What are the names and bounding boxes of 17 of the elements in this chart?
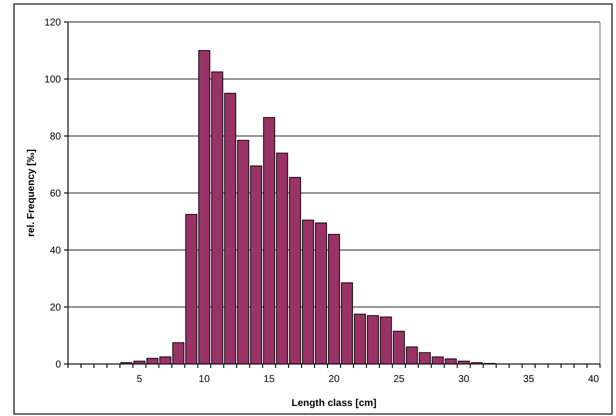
- x-tick-label: 10: [198, 374, 210, 385]
- y-tick-label: 120: [44, 18, 62, 28]
- x-tick-label: 25: [393, 374, 405, 385]
- y-tick-label: 20: [50, 302, 62, 314]
- y-tick-label: 100: [44, 74, 62, 86]
- y-tick-label: 80: [50, 132, 62, 142]
- x-tick-label: 5: [136, 374, 143, 385]
- x-tick-label: 15: [264, 374, 276, 385]
- x-tick-label: 40: [588, 374, 600, 385]
- x-axis-title: Length class [cm]: [291, 398, 377, 409]
- y-tick-label: 40: [50, 246, 62, 256]
- y-tick-label: 60: [50, 188, 62, 200]
- x-tick-label: 35: [523, 374, 535, 385]
- x-tick-label: 30: [458, 374, 470, 385]
- y-axis-title: rel. Frequency [‰]: [26, 149, 37, 237]
- y-tick-label: 0: [55, 360, 62, 370]
- x-tick-label: 20: [328, 374, 340, 385]
